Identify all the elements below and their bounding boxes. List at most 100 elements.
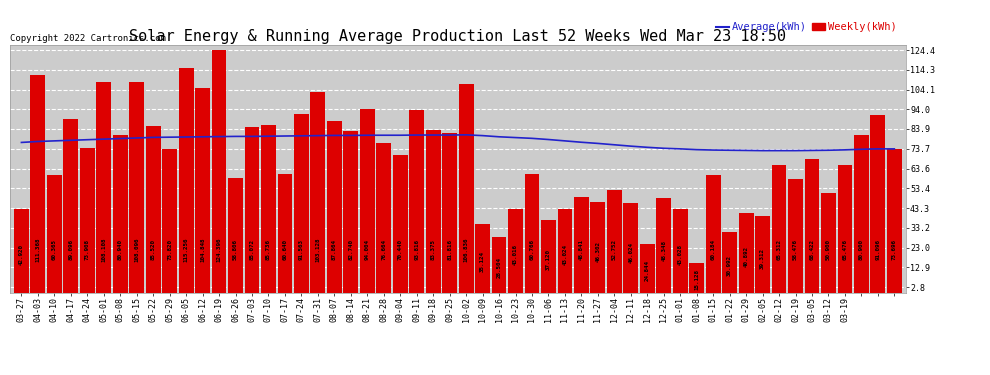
Text: 81.816: 81.816	[447, 239, 452, 260]
Text: 35.124: 35.124	[480, 251, 485, 272]
Text: 85.520: 85.520	[150, 239, 155, 260]
Text: 24.844: 24.844	[644, 260, 649, 281]
Text: 94.004: 94.004	[364, 239, 370, 260]
Bar	[821, 193, 836, 292]
Text: 108.108: 108.108	[101, 237, 106, 262]
Text: 106.836: 106.836	[463, 237, 468, 262]
Text: 60.766: 60.766	[530, 239, 535, 260]
Bar	[393, 155, 408, 292]
Text: 46.302: 46.302	[595, 242, 600, 262]
Bar	[689, 263, 704, 292]
Bar	[870, 115, 885, 292]
Bar	[624, 203, 639, 292]
Text: 108.096: 108.096	[135, 237, 140, 262]
Text: 48.841: 48.841	[579, 239, 584, 260]
Text: 91.563: 91.563	[299, 239, 304, 260]
Text: 82.740: 82.740	[348, 239, 353, 260]
Text: Copyright 2022 Cartronics.com: Copyright 2022 Cartronics.com	[10, 33, 165, 42]
Text: 46.024: 46.024	[629, 242, 634, 262]
Text: 65.476: 65.476	[842, 239, 847, 260]
Bar	[311, 92, 326, 292]
Legend: Average(kWh), Weekly(kWh): Average(kWh), Weekly(kWh)	[712, 18, 901, 36]
Text: 115.256: 115.256	[183, 237, 189, 262]
Bar	[14, 209, 29, 292]
Bar	[673, 209, 688, 292]
Text: 68.422: 68.422	[810, 239, 815, 260]
Bar	[31, 75, 46, 292]
Bar	[739, 213, 753, 292]
Bar	[426, 130, 441, 292]
Text: 48.348: 48.348	[661, 240, 666, 261]
Text: 80.940: 80.940	[118, 239, 123, 260]
Text: 60.184: 60.184	[711, 239, 716, 260]
Bar	[854, 135, 869, 292]
Text: 42.920: 42.920	[19, 244, 24, 266]
Bar	[458, 84, 473, 292]
Bar	[146, 126, 160, 292]
Text: 73.908: 73.908	[85, 239, 90, 260]
Text: 28.504: 28.504	[497, 257, 502, 278]
Bar	[294, 114, 309, 292]
Text: 65.312: 65.312	[776, 239, 781, 260]
Text: 103.128: 103.128	[316, 237, 321, 262]
Bar	[492, 237, 507, 292]
Bar	[63, 119, 78, 292]
Bar	[80, 148, 95, 292]
Text: 37.120: 37.120	[545, 249, 551, 270]
Text: 104.848: 104.848	[200, 237, 205, 262]
Text: 40.892: 40.892	[743, 246, 748, 267]
Text: 85.072: 85.072	[249, 239, 254, 260]
Bar	[443, 133, 457, 292]
Bar	[327, 121, 342, 292]
Bar	[162, 148, 177, 292]
Text: 60.640: 60.640	[282, 239, 287, 260]
Bar	[887, 149, 902, 292]
Bar	[113, 135, 128, 292]
Bar	[838, 165, 852, 292]
Text: 58.806: 58.806	[233, 239, 238, 260]
Bar	[607, 190, 622, 292]
Text: 52.752: 52.752	[612, 239, 617, 260]
Text: 30.992: 30.992	[727, 255, 733, 276]
Text: 70.440: 70.440	[398, 239, 403, 260]
Bar	[344, 131, 358, 292]
Bar	[755, 216, 770, 292]
Bar	[525, 174, 540, 292]
Bar	[542, 220, 555, 292]
Bar	[376, 143, 391, 292]
Bar	[245, 127, 259, 292]
Text: 83.375: 83.375	[431, 239, 436, 260]
Text: 39.312: 39.312	[760, 248, 765, 268]
Bar	[261, 125, 276, 292]
Bar	[574, 197, 589, 292]
Bar	[590, 202, 605, 292]
Text: 58.476: 58.476	[793, 239, 798, 260]
Text: 76.664: 76.664	[381, 239, 386, 260]
Text: 73.820: 73.820	[167, 239, 172, 260]
Text: 50.900: 50.900	[826, 239, 831, 260]
Text: 111.368: 111.368	[36, 237, 41, 262]
Text: 85.736: 85.736	[266, 239, 271, 260]
Text: 43.016: 43.016	[513, 244, 518, 265]
Bar	[656, 198, 671, 292]
Text: 89.096: 89.096	[68, 239, 73, 260]
Bar	[179, 68, 193, 292]
Bar	[557, 209, 572, 292]
Bar	[805, 159, 820, 292]
Bar	[360, 109, 374, 292]
Bar	[640, 244, 654, 292]
Text: 43.028: 43.028	[678, 244, 683, 265]
Bar	[47, 175, 61, 292]
Text: 15.128: 15.128	[694, 269, 699, 290]
Bar	[788, 178, 803, 292]
Text: 43.024: 43.024	[562, 244, 567, 265]
Bar	[409, 110, 424, 292]
Text: 73.696: 73.696	[892, 239, 897, 260]
Text: 124.396: 124.396	[217, 237, 222, 262]
Bar	[508, 209, 523, 292]
Bar	[212, 50, 227, 292]
Bar	[228, 178, 243, 292]
Bar	[723, 232, 737, 292]
Bar	[195, 88, 210, 292]
Title: Solar Energy & Running Average Production Last 52 Weeks Wed Mar 23 18:50: Solar Energy & Running Average Productio…	[130, 29, 786, 44]
